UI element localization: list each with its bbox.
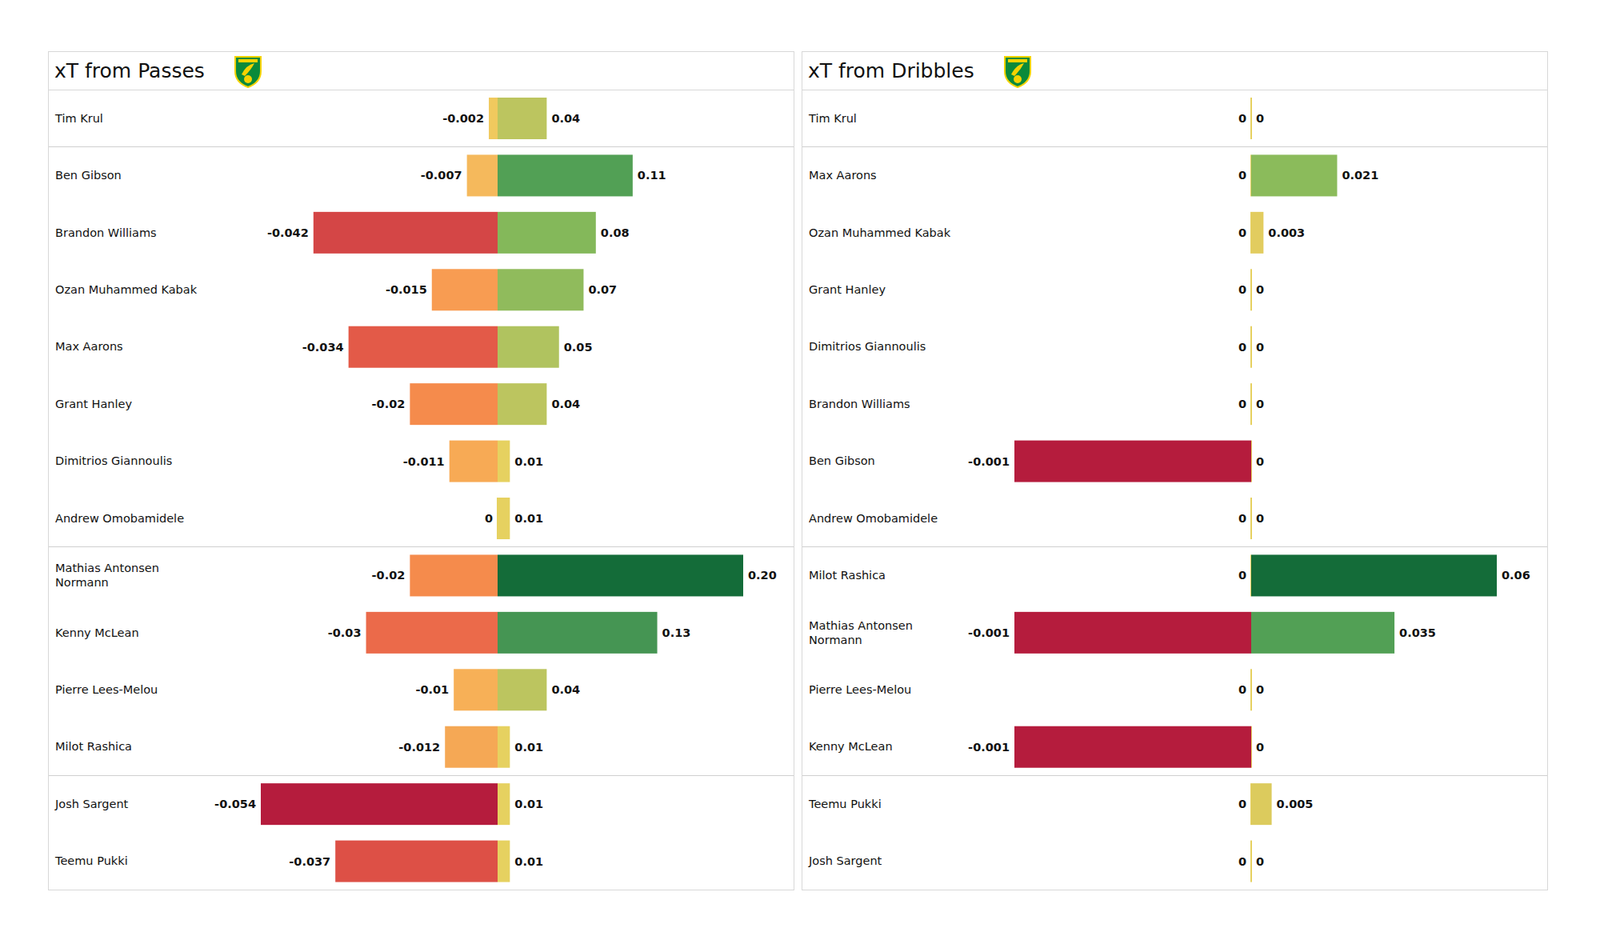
svg-text:-0.02: -0.02 [372,568,406,582]
svg-text:0.01: 0.01 [514,740,544,754]
svg-text:-0.001: -0.001 [968,455,1010,468]
svg-text:Max Aarons: Max Aarons [55,340,124,353]
svg-text:0: 0 [1238,283,1247,296]
svg-text:Tim Krul: Tim Krul [808,112,857,125]
svg-text:-0.042: -0.042 [267,226,309,240]
svg-text:-0.037: -0.037 [288,855,331,868]
svg-text:0: 0 [1256,740,1264,754]
svg-text:Josh Sargent: Josh Sargent [808,854,883,868]
svg-text:Grant Hanley: Grant Hanley [808,283,886,296]
svg-text:0.021: 0.021 [1341,168,1379,182]
svg-text:Pierre Lees-Melou: Pierre Lees-Melou [55,683,158,696]
svg-text:-0.054: -0.054 [214,797,256,811]
svg-text:0.07: 0.07 [588,283,617,296]
svg-text:Dimitrios Giannoulis: Dimitrios Giannoulis [808,340,926,353]
svg-text:0.01: 0.01 [514,512,544,525]
svg-text:-0.007: -0.007 [420,168,463,182]
svg-text:0: 0 [1256,683,1264,696]
svg-text:0.04: 0.04 [551,397,580,411]
svg-text:-0.02: -0.02 [372,397,406,411]
svg-text:0: 0 [1256,112,1264,125]
html-text:xT from Passes: xT from Passes [54,59,205,83]
svg-text:0.06: 0.06 [1501,568,1531,582]
svg-text:0.003: 0.003 [1268,226,1305,240]
svg-text:-0.01: -0.01 [415,683,449,696]
svg-text:0.11: 0.11 [637,168,667,182]
svg-text:0.20: 0.20 [748,568,777,582]
svg-text:0.035: 0.035 [1399,626,1436,640]
html-text:xT from Dribbles: xT from Dribbles [808,59,975,83]
svg-text:Grant Hanley: Grant Hanley [55,397,132,411]
svg-text:0: 0 [1256,512,1264,525]
svg-text:0.01: 0.01 [514,855,544,868]
svg-text:0.05: 0.05 [564,340,593,354]
svg-text:0: 0 [1256,397,1264,411]
svg-text:Ben Gibson: Ben Gibson [808,454,876,468]
svg-text:Brandon Williams: Brandon Williams [55,226,157,240]
svg-text:Kenny McLean: Kenny McLean [55,626,140,640]
svg-text:Mathias AntonsenNormann: Mathias AntonsenNormann [55,561,160,589]
svg-text:Pierre Lees-Melou: Pierre Lees-Melou [808,683,912,696]
svg-text:Ozan Muhammed Kabak: Ozan Muhammed Kabak [808,226,952,240]
svg-text:Milot Rashica: Milot Rashica [808,568,886,582]
svg-text:Brandon Williams: Brandon Williams [808,397,911,411]
svg-text:0: 0 [484,512,493,525]
svg-text:Kenny McLean: Kenny McLean [808,740,893,753]
svg-text:Dimitrios Giannoulis: Dimitrios Giannoulis [55,454,172,468]
svg-text:0: 0 [1256,855,1264,868]
svg-text:0: 0 [1238,568,1247,582]
svg-text:0.13: 0.13 [662,626,692,640]
svg-text:0.005: 0.005 [1276,797,1314,811]
svg-text:-0.011: -0.011 [403,455,445,468]
svg-text:-0.015: -0.015 [385,283,428,296]
svg-text:0: 0 [1238,855,1247,868]
svg-text:0: 0 [1256,455,1264,468]
svg-text:Andrew Omobamidele: Andrew Omobamidele [55,512,184,525]
svg-text:Teemu Pukki: Teemu Pukki [808,797,882,811]
svg-text:0.04: 0.04 [551,683,580,696]
svg-text:-0.03: -0.03 [328,626,362,640]
svg-text:Ozan Muhammed Kabak: Ozan Muhammed Kabak [55,283,198,296]
svg-text:-0.001: -0.001 [968,740,1010,754]
svg-text:Josh Sargent: Josh Sargent [54,797,129,811]
svg-text:Andrew Omobamidele: Andrew Omobamidele [808,512,938,525]
svg-text:Ben Gibson: Ben Gibson [55,168,122,182]
svg-text:-0.012: -0.012 [398,740,440,754]
svg-text:0: 0 [1238,226,1247,240]
svg-text:0: 0 [1238,112,1247,125]
svg-text:Max Aarons: Max Aarons [808,168,877,182]
svg-text:-0.034: -0.034 [302,340,344,354]
svg-text:0: 0 [1238,397,1247,411]
svg-text:0: 0 [1238,512,1247,525]
svg-text:Tim Krul: Tim Krul [54,112,104,125]
svg-text:-0.002: -0.002 [442,112,484,125]
svg-text:0.04: 0.04 [551,112,580,125]
svg-text:Teemu Pukki: Teemu Pukki [54,854,128,868]
svg-text:0: 0 [1238,683,1247,696]
svg-text:0.01: 0.01 [514,797,544,811]
svg-text:0.01: 0.01 [514,455,544,468]
svg-text:0: 0 [1256,340,1264,354]
svg-text:0: 0 [1256,283,1264,296]
svg-text:0: 0 [1238,168,1247,182]
svg-text:0: 0 [1238,797,1247,811]
svg-text:Milot Rashica: Milot Rashica [55,740,132,753]
svg-text:-0.001: -0.001 [968,626,1010,640]
svg-text:0.08: 0.08 [600,226,630,240]
svg-text:Mathias AntonsenNormann: Mathias AntonsenNormann [808,619,913,647]
svg-text:0: 0 [1238,340,1247,354]
